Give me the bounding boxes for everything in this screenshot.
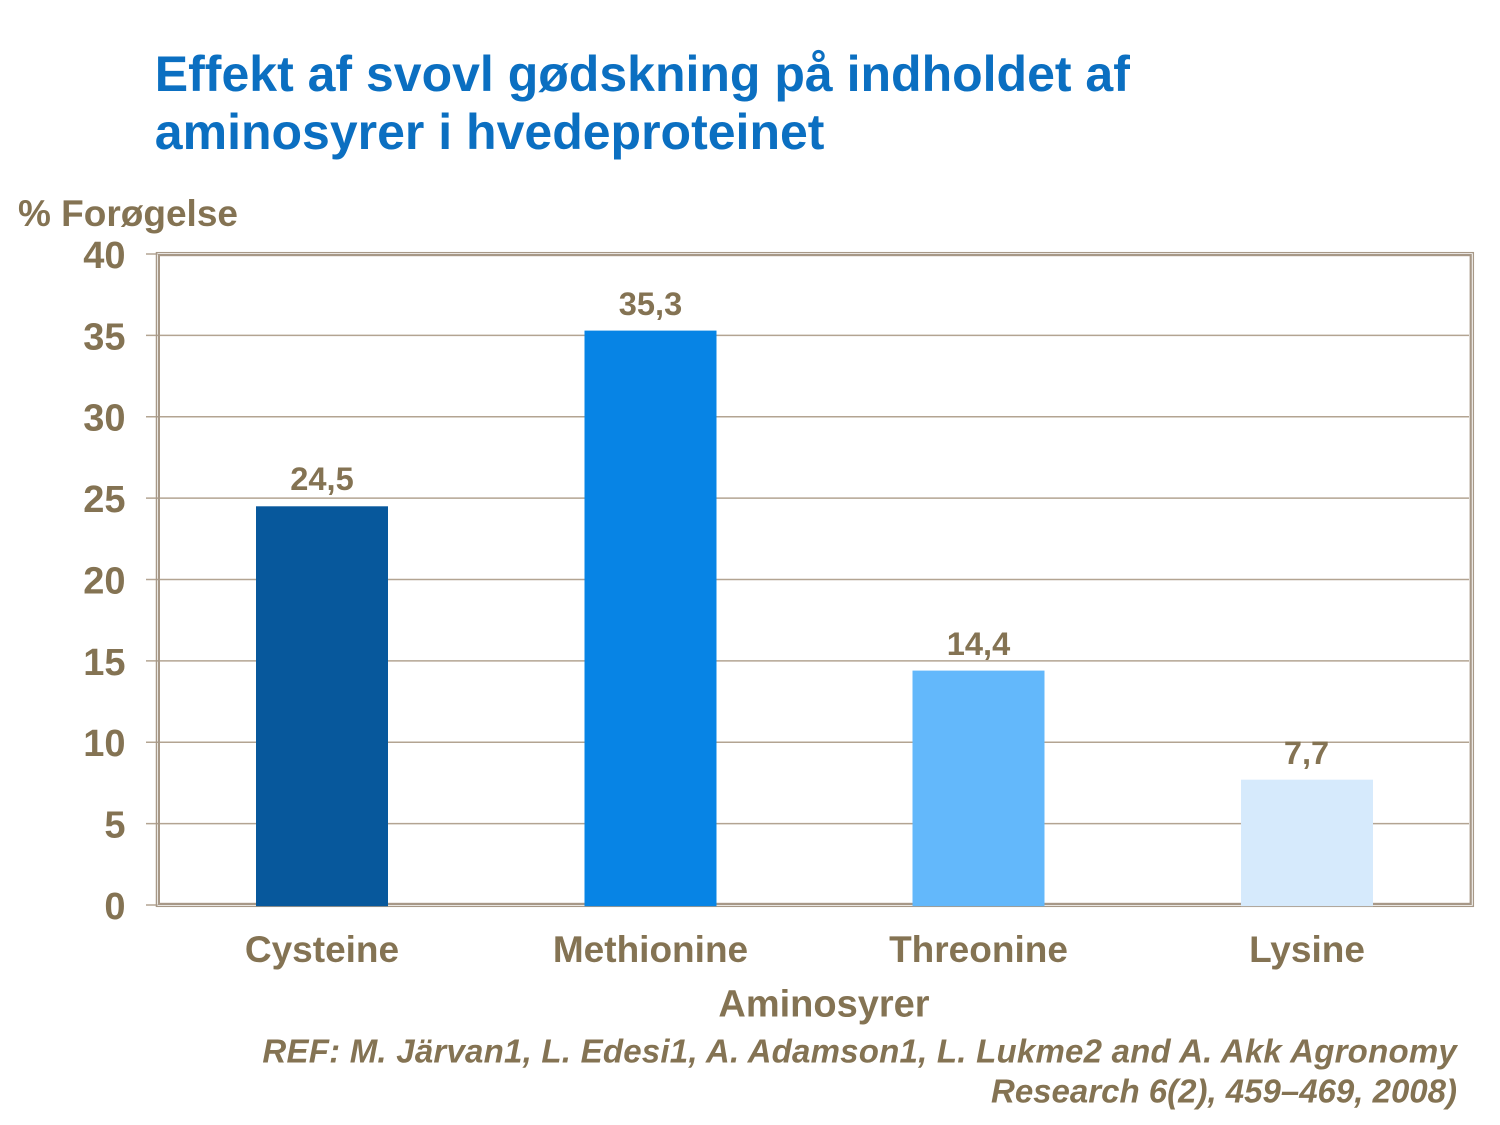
svg-text:10: 10 <box>83 723 125 765</box>
svg-text:% Forøgelse: % Forøgelse <box>18 193 238 234</box>
svg-text:15: 15 <box>83 642 125 684</box>
svg-text:Cysteine: Cysteine <box>245 929 399 970</box>
svg-text:40: 40 <box>83 235 125 277</box>
svg-text:Research 6(2), 459–469, 2008): Research 6(2), 459–469, 2008) <box>991 1073 1457 1110</box>
svg-text:REF: M. Järvan1, L. Edesi1, A.: REF: M. Järvan1, L. Edesi1, A. Adamson1,… <box>262 1033 1458 1070</box>
svg-text:Aminosyrer: Aminosyrer <box>718 984 929 1026</box>
svg-text:35: 35 <box>83 316 125 358</box>
svg-text:24,5: 24,5 <box>290 460 353 497</box>
svg-text:Threonine: Threonine <box>889 929 1068 970</box>
svg-text:25: 25 <box>83 479 125 521</box>
svg-text:7,7: 7,7 <box>1284 734 1329 771</box>
svg-text:Lysine: Lysine <box>1249 929 1365 970</box>
svg-text:Methionine: Methionine <box>553 929 748 970</box>
svg-text:aminosyrer i hvedeproteinet: aminosyrer i hvedeproteinet <box>155 104 825 160</box>
svg-text:20: 20 <box>83 560 125 602</box>
svg-text:35,3: 35,3 <box>619 285 682 322</box>
svg-text:14,4: 14,4 <box>947 625 1010 662</box>
svg-text:0: 0 <box>104 886 125 928</box>
svg-text:30: 30 <box>83 398 125 440</box>
svg-text:Effekt af svovl gødskning på i: Effekt af svovl gødskning på indholdet a… <box>155 46 1130 102</box>
svg-text:5: 5 <box>104 805 125 847</box>
